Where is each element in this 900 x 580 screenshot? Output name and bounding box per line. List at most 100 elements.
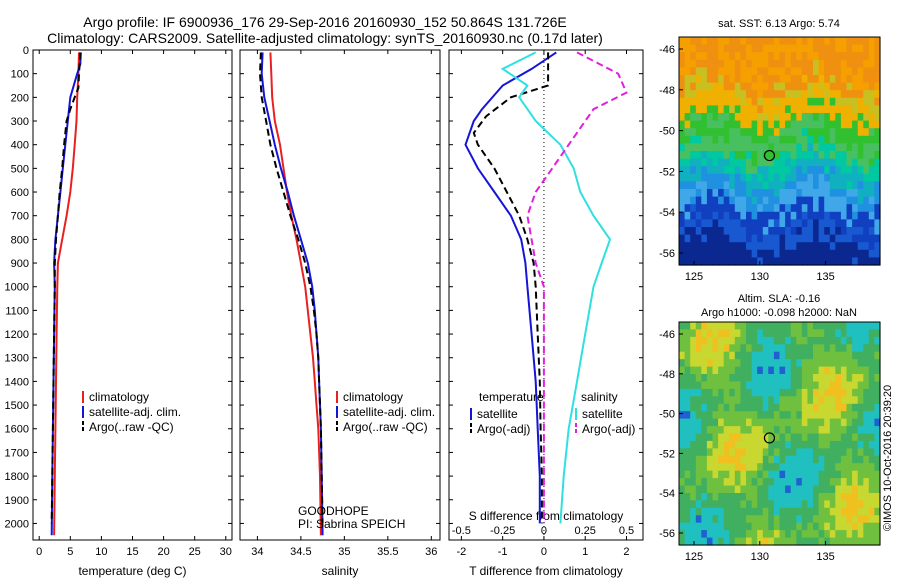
map-cell (712, 463, 719, 472)
map-cell (740, 418, 747, 427)
map-cell (779, 128, 786, 137)
map-cell (835, 204, 842, 213)
map-cell (813, 448, 820, 457)
map-cell (829, 196, 836, 205)
map-cell (835, 97, 842, 106)
map-cell (690, 374, 697, 383)
map-cell (857, 249, 864, 258)
map-cell (757, 120, 764, 129)
map-cell (729, 426, 736, 435)
map-cell (863, 37, 870, 46)
map-cell (790, 128, 797, 137)
map-cell (718, 537, 725, 546)
map-cell (807, 418, 814, 427)
map-cell (824, 234, 831, 243)
map-cell (868, 97, 875, 106)
lat-tick-label: -50 (659, 126, 675, 138)
map-cell (818, 470, 825, 479)
map-cell (785, 211, 792, 220)
map-cell (824, 59, 831, 68)
map-cell (740, 44, 747, 53)
map-cell (779, 219, 786, 228)
map-cell (712, 329, 719, 338)
map-cell (829, 336, 836, 345)
map-cell (813, 396, 820, 405)
map-cell (684, 44, 691, 53)
map-cell (734, 396, 741, 405)
map-cell (846, 242, 853, 251)
map-cell (801, 515, 808, 524)
map-cell (852, 204, 859, 213)
map-cell (857, 158, 864, 167)
map-cell (824, 493, 831, 502)
map-cell (757, 82, 764, 91)
map-cell (690, 151, 697, 160)
map-cell (757, 329, 764, 338)
map-cell (807, 242, 814, 251)
map-cell (768, 403, 775, 412)
map-cell (863, 211, 870, 220)
map-cell (773, 433, 781, 442)
map-cell (801, 189, 808, 198)
map-cell (723, 448, 730, 457)
legend-label: Argo(-adj) (582, 422, 635, 436)
map-cell (768, 113, 775, 122)
map-cell (779, 82, 786, 91)
legend-label: Argo(..raw -QC) (343, 420, 428, 434)
map-cell (706, 470, 714, 479)
map-cell (824, 448, 831, 457)
map-cell (790, 440, 797, 449)
map-cell (734, 411, 741, 420)
map-cell (746, 411, 753, 420)
map-cell (746, 113, 753, 122)
map-cell (868, 128, 875, 137)
map-cell (690, 344, 697, 353)
map-cell (684, 448, 691, 457)
map-cell (796, 37, 803, 46)
map-cell (863, 97, 870, 106)
map-cell (746, 143, 753, 152)
map-cell (779, 396, 786, 405)
map-cell (684, 158, 691, 167)
map-cell (773, 418, 781, 427)
map-cell (723, 67, 730, 76)
series-line (472, 52, 550, 524)
map-cell (790, 37, 797, 46)
map-cell (684, 463, 691, 472)
map-cell (746, 433, 753, 442)
map-cell (807, 181, 814, 190)
map-cell (723, 440, 730, 449)
y-tick-label: 400 (11, 140, 29, 152)
map-cell (740, 113, 747, 122)
map-cell (785, 388, 792, 397)
map-cell (863, 455, 870, 464)
map-cell (762, 143, 769, 152)
map-cell (706, 82, 714, 91)
map-cell (768, 463, 775, 472)
map-cell (690, 173, 697, 182)
map-cell (712, 120, 719, 129)
map-cell (757, 493, 764, 502)
map-cell (690, 426, 697, 435)
map-cell (734, 135, 741, 144)
map-cell (818, 120, 825, 129)
map-cell (835, 374, 842, 383)
map-cell (679, 470, 686, 479)
map-cell (807, 44, 814, 53)
map-cell (796, 530, 803, 539)
map-cell (863, 366, 870, 375)
x-tick-label: 34 (251, 546, 263, 558)
map-cell (773, 120, 781, 129)
map-cell (740, 128, 747, 137)
map-cell (829, 211, 836, 220)
map-cell (751, 219, 758, 228)
map-cell (790, 242, 797, 251)
map-cell (762, 151, 769, 160)
map-cell (740, 507, 747, 516)
map-cell (757, 242, 764, 251)
map-cell (829, 374, 836, 383)
map-cell (729, 196, 736, 205)
map-cell (818, 381, 825, 390)
map-cell (801, 507, 808, 516)
map-cell (835, 351, 842, 360)
